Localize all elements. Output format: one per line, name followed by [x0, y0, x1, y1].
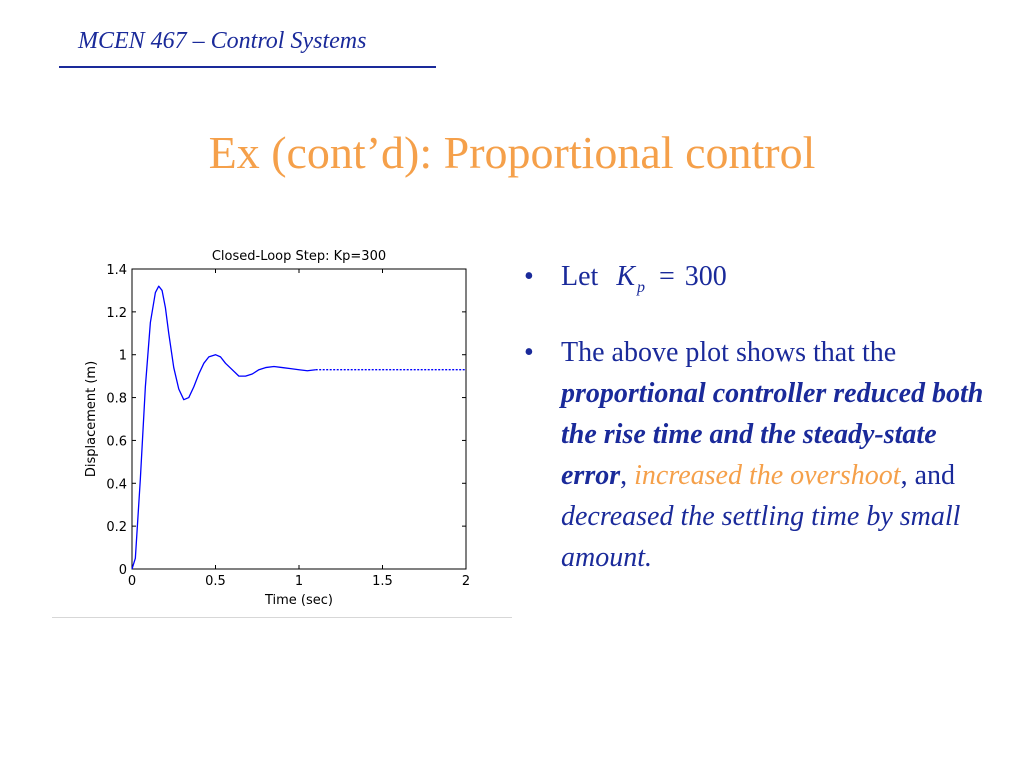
y-tick-label: 0.8	[106, 392, 127, 407]
plot-frame	[131, 268, 467, 570]
kp-equals: =	[659, 261, 675, 292]
header-divider	[59, 66, 436, 68]
summary-bold: proportional controller reduced both the…	[561, 378, 984, 491]
x-tick-label: 2	[462, 574, 470, 589]
y-axis-label: Displacement (m)	[84, 361, 99, 477]
x-tick-label: 0.5	[205, 574, 226, 589]
summary-text-2: ,	[620, 460, 635, 491]
kp-subscript: p	[637, 279, 645, 296]
step-response-plot: 0 0.5 1 1.5 2 0 0.2 0.4 0.6 0.8 1 1.2 1.4 Closed-Loop…	[52, 236, 512, 620]
x-tick-label: 0	[128, 574, 136, 589]
bullet-summary: • The above plot shows that the proporti…	[520, 332, 990, 578]
x-axis-label: Time (sec)	[264, 593, 333, 608]
plot-divider	[52, 617, 512, 618]
slide-title: Ex (cont’d): Proportional control	[208, 127, 816, 178]
x-tick-label: 1.5	[372, 574, 393, 589]
kp-value: 300	[684, 261, 727, 292]
summary-settling: decreased the settling time by small amo…	[561, 501, 961, 573]
bullet-dot: •	[524, 261, 534, 292]
response-line	[131, 285, 316, 570]
bullet-dot: •	[524, 337, 534, 368]
y-tick-label: 0.6	[106, 434, 127, 449]
y-tick-label: 0.2	[106, 520, 127, 535]
chart-title: Closed-Loop Step: Kp=300	[212, 249, 386, 264]
y-tick-label: 1	[119, 349, 127, 364]
summary-text-1: The above plot shows that the	[561, 337, 897, 368]
bullet-let: Let	[561, 261, 599, 292]
summary-overshoot: increased the overshoot	[634, 460, 901, 491]
step-response-chart: 0 0.5 1 1.5 2 0 0.2 0.4 0.6 0.8 1 1.2 1.4 Closed-Loop…	[84, 249, 470, 608]
y-tick-label: 1.2	[106, 306, 127, 321]
course-title: MCEN 467 – Control Systems	[78, 28, 367, 54]
y-tick-label: 0.4	[106, 477, 127, 492]
summary-text-3: , and	[900, 460, 956, 491]
y-tick-label: 0	[119, 563, 127, 578]
kp-symbol: K	[616, 261, 635, 292]
x-tick-label: 1	[295, 574, 303, 589]
y-tick-label: 1.4	[106, 263, 127, 278]
